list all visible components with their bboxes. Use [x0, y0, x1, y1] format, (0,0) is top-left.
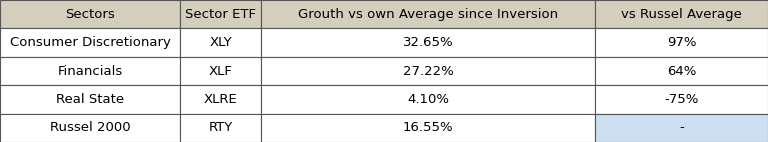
Bar	[180, 57, 261, 85]
Text: RTY: RTY	[209, 121, 233, 134]
Text: XLRE: XLRE	[204, 93, 237, 106]
Bar	[0, 85, 180, 114]
Text: Grouth vs own Average since Inversion: Grouth vs own Average since Inversion	[298, 8, 558, 21]
Text: XLY: XLY	[210, 36, 232, 49]
Bar	[180, 0, 261, 28]
Text: Sector ETF: Sector ETF	[185, 8, 257, 21]
Text: 97%: 97%	[667, 36, 697, 49]
Bar	[595, 28, 768, 57]
Text: XLF: XLF	[209, 64, 233, 78]
Text: -75%: -75%	[664, 93, 699, 106]
Bar	[261, 28, 595, 57]
Text: 27.22%: 27.22%	[402, 64, 454, 78]
Text: Russel 2000: Russel 2000	[50, 121, 131, 134]
Text: Real State: Real State	[56, 93, 124, 106]
Bar	[261, 114, 595, 142]
Bar	[0, 57, 180, 85]
Bar	[180, 114, 261, 142]
Bar	[180, 85, 261, 114]
Bar	[180, 28, 261, 57]
Bar	[595, 85, 768, 114]
Text: 4.10%: 4.10%	[407, 93, 449, 106]
Text: Sectors: Sectors	[65, 8, 115, 21]
Text: Financials: Financials	[58, 64, 123, 78]
Text: vs Russel Average: vs Russel Average	[621, 8, 742, 21]
Bar	[595, 0, 768, 28]
Bar	[0, 28, 180, 57]
Bar	[261, 0, 595, 28]
Bar	[595, 57, 768, 85]
Text: 64%: 64%	[667, 64, 697, 78]
Bar	[261, 57, 595, 85]
Bar	[0, 0, 180, 28]
Text: 16.55%: 16.55%	[403, 121, 453, 134]
Bar	[595, 114, 768, 142]
Text: Consumer Discretionary: Consumer Discretionary	[10, 36, 170, 49]
Bar	[0, 114, 180, 142]
Text: -: -	[679, 121, 684, 134]
Bar	[261, 85, 595, 114]
Text: 32.65%: 32.65%	[403, 36, 453, 49]
